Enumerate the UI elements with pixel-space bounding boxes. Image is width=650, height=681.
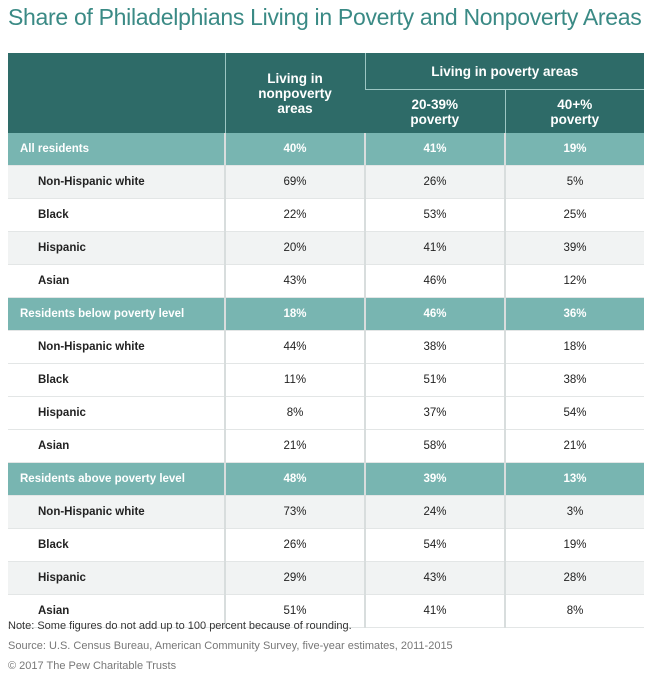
cell: 19% (504, 133, 644, 166)
row: Black 11% 51% 38% (8, 363, 644, 397)
cell: 18% (504, 330, 644, 364)
cell: 5% (504, 165, 644, 199)
row-label: Black (8, 363, 225, 397)
cell: 13% (504, 462, 644, 496)
cell: 26% (224, 528, 365, 562)
row-label: Black (8, 528, 225, 562)
row-label: Asian (8, 264, 225, 298)
cell: 51% (364, 363, 505, 397)
row-label: Hispanic (8, 396, 225, 430)
group-row: Residents below poverty level 18% 46% 36% (8, 297, 644, 331)
cell: 12% (504, 264, 644, 298)
cell: 29% (224, 561, 365, 595)
note: Source: U.S. Census Bureau, American Com… (8, 640, 453, 652)
row: Non-Hispanic white 73% 24% 3% (8, 495, 644, 529)
cell: 40% (224, 133, 365, 166)
cell: 11% (224, 363, 365, 397)
row-label: Asian (8, 594, 225, 628)
cell: 36% (504, 297, 644, 331)
cell: 3% (504, 495, 644, 529)
row: Asian 43% 46% 12% (8, 264, 644, 298)
row: Asian 51% 41% 8% (8, 594, 644, 628)
cell: 41% (364, 594, 505, 628)
row-label: All residents (8, 133, 225, 166)
cell: 53% (364, 198, 505, 232)
row-label: Non-Hispanic white (8, 330, 225, 364)
cell: 41% (364, 133, 505, 166)
cell: 21% (504, 429, 644, 463)
cell: 26% (364, 165, 505, 199)
row: Hispanic 29% 43% 28% (8, 561, 644, 595)
cell: 54% (364, 528, 505, 562)
cell: 58% (364, 429, 505, 463)
cell: 51% (224, 594, 365, 628)
cell: 22% (224, 198, 365, 232)
row-label: Non-Hispanic white (8, 495, 225, 529)
row: Hispanic 8% 37% 54% (8, 396, 644, 430)
cell: 8% (224, 396, 365, 430)
row-label: Asian (8, 429, 225, 463)
row-label: Hispanic (8, 231, 225, 265)
cell: 41% (364, 231, 505, 265)
group-row: All residents 40% 41% 19% (8, 133, 644, 166)
cell: 54% (504, 396, 644, 430)
cell: 43% (364, 561, 505, 595)
cell: 38% (364, 330, 505, 364)
row-label: Residents below poverty level (8, 297, 225, 331)
cell: 37% (364, 396, 505, 430)
group-row: Residents above poverty level 48% 39% 13% (8, 462, 644, 496)
note: Note: Some figures do not add up to 100 … (8, 620, 352, 632)
cell: 24% (364, 495, 505, 529)
table: Living in nonpoverty areas Living in pov… (8, 53, 644, 628)
group-header: Living in poverty areas (364, 53, 644, 90)
row: Hispanic 20% 41% 39% (8, 231, 644, 265)
cell: 19% (504, 528, 644, 562)
cell: 21% (224, 429, 365, 463)
column-header: Living in nonpoverty areas (224, 53, 365, 133)
cell: 20% (224, 231, 365, 265)
note: © 2017 The Pew Charitable Trusts (8, 660, 177, 672)
cell: 73% (224, 495, 365, 529)
table-body: All residents 40% 41% 19% Non-Hispanic white… (8, 133, 644, 628)
title: Share of Philadelphians Living in Povert… (8, 4, 642, 30)
cell: 25% (504, 198, 644, 232)
cell: 28% (504, 561, 644, 595)
row: Black 26% 54% 19% (8, 528, 644, 562)
row: Black 22% 53% 25% (8, 198, 644, 232)
cell: 46% (364, 264, 505, 298)
cell: 69% (224, 165, 365, 199)
cell: 39% (504, 231, 644, 265)
row: Asian 21% 58% 21% (8, 429, 644, 463)
cell: 44% (224, 330, 365, 364)
cell: 43% (224, 264, 365, 298)
column-header: 20-39% poverty (365, 89, 505, 133)
cell: 8% (504, 594, 644, 628)
row: Non-Hispanic white 44% 38% 18% (8, 330, 644, 364)
cell: 48% (224, 462, 365, 496)
row-label: Black (8, 198, 225, 232)
row-label: Non-Hispanic white (8, 165, 225, 199)
cell: 18% (224, 297, 365, 331)
row: Non-Hispanic white 69% 26% 5% (8, 165, 644, 199)
column-header: 40+% poverty (504, 89, 644, 133)
cell: 39% (364, 462, 505, 496)
row-label: Hispanic (8, 561, 225, 595)
corner-header (8, 53, 225, 133)
cell: 46% (364, 297, 505, 331)
cell: 38% (504, 363, 644, 397)
row-label: Residents above poverty level (8, 462, 225, 496)
